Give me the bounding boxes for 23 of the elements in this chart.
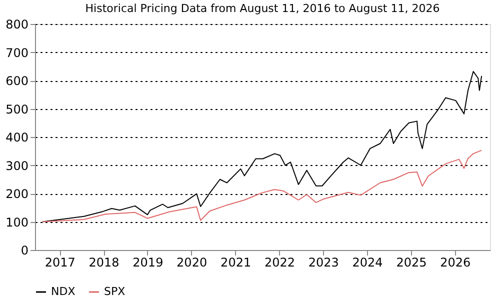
y-tick-label: 500: [6, 102, 28, 116]
y-tick-label: 700: [6, 46, 28, 60]
y-tick-label: 200: [6, 187, 28, 201]
x-tick-label: 2025: [396, 256, 427, 270]
x-tick-label: 2017: [44, 256, 76, 270]
y-tick-label: 0: [20, 244, 28, 258]
y-tick-label: 100: [6, 215, 28, 230]
x-tick-label: 2019: [132, 256, 164, 270]
y-tick-label: 300: [6, 158, 28, 173]
y-tick-label: 600: [6, 74, 28, 88]
y-tick-label: 800: [6, 18, 28, 32]
x-tick-label: 2018: [88, 256, 120, 270]
line-series: [42, 150, 482, 222]
x-tick-label: 2022: [264, 256, 295, 270]
legend-label: NDX: [51, 285, 76, 298]
x-tick-label: 2021: [220, 256, 252, 270]
x-tick-label: 2026: [440, 256, 471, 270]
y-tick-label: 400: [6, 130, 28, 144]
x-tick-label: 2020: [176, 256, 208, 270]
x-tick-label: 2023: [308, 256, 339, 270]
chart-title: Historical Pricing Data from August 11, 2016 to August 11, 2026: [85, 2, 440, 15]
x-tick-label: 2024: [352, 256, 383, 270]
legend-label: SPX: [104, 285, 126, 298]
